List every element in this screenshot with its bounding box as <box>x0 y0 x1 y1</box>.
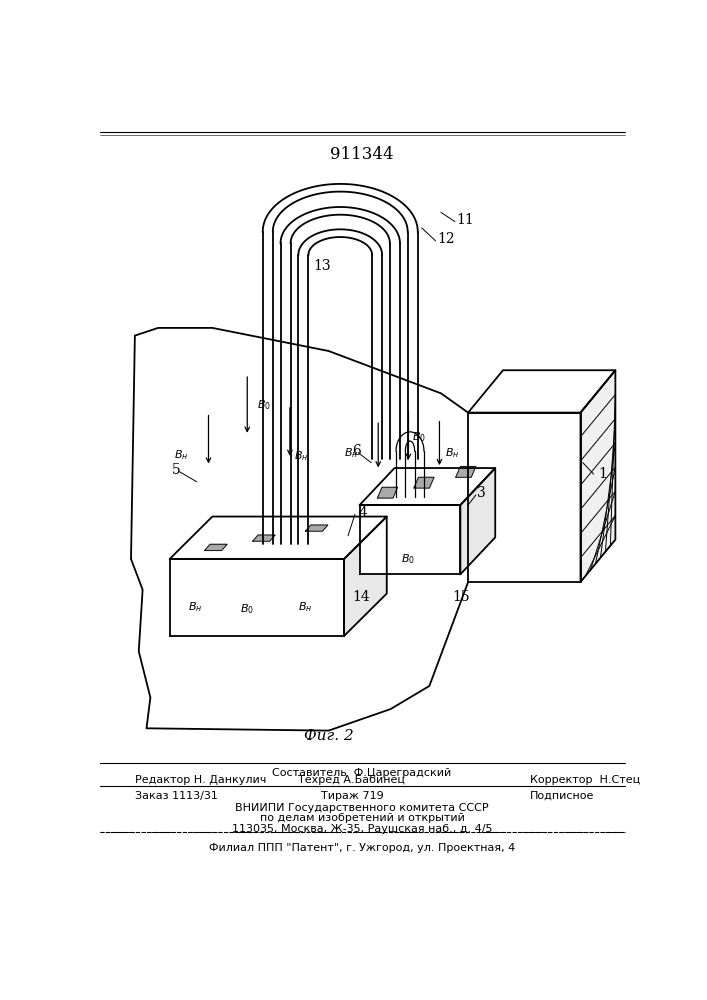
Text: 14: 14 <box>352 590 370 604</box>
Polygon shape <box>580 370 615 582</box>
Text: по делам изобретений и открытий: по делам изобретений и открытий <box>259 813 464 823</box>
Polygon shape <box>460 468 495 574</box>
Polygon shape <box>378 487 397 498</box>
Polygon shape <box>344 517 387 636</box>
Text: ВНИИПИ Государственного комитета СССР: ВНИИПИ Государственного комитета СССР <box>235 803 489 813</box>
Text: $B_н$: $B_н$ <box>174 448 188 462</box>
Text: 3: 3 <box>477 486 486 500</box>
Polygon shape <box>456 466 476 477</box>
Polygon shape <box>360 505 460 574</box>
Text: Подписное: Подписное <box>530 791 595 801</box>
Text: $B_н$: $B_н$ <box>293 450 308 463</box>
Text: $B_0$: $B_0$ <box>412 430 426 444</box>
Polygon shape <box>170 517 387 559</box>
Polygon shape <box>360 468 495 505</box>
Text: 113035, Москва, Ж-35, Раушская наб., д. 4/5: 113035, Москва, Ж-35, Раушская наб., д. … <box>232 824 492 834</box>
Text: Фиг. 2: Фиг. 2 <box>304 729 354 743</box>
Polygon shape <box>305 525 328 531</box>
Text: Заказ 1113/31: Заказ 1113/31 <box>135 791 218 801</box>
Text: 4: 4 <box>358 506 367 520</box>
Polygon shape <box>204 544 227 550</box>
Text: 911344: 911344 <box>330 146 394 163</box>
Text: $B_0$: $B_0$ <box>402 552 416 566</box>
Polygon shape <box>414 477 434 488</box>
Text: $B_н$: $B_н$ <box>298 600 312 614</box>
Text: Составитель  Ф.Цареградский: Составитель Ф.Цареградский <box>272 768 452 778</box>
Text: Тираж 719: Тираж 719 <box>321 791 384 801</box>
Text: 12: 12 <box>437 232 455 246</box>
Text: 6: 6 <box>352 444 361 458</box>
Text: 1: 1 <box>598 467 607 481</box>
Text: $B_н$: $B_н$ <box>344 446 358 460</box>
Text: 15: 15 <box>452 590 470 604</box>
Polygon shape <box>468 370 615 413</box>
Text: Редактор Н. Данкулич: Редактор Н. Данкулич <box>135 775 267 785</box>
Text: Техред А.Бабинец: Техред А.Бабинец <box>298 775 404 785</box>
Polygon shape <box>170 559 344 636</box>
Text: 13: 13 <box>313 259 331 273</box>
Text: $B_н$: $B_н$ <box>445 446 460 460</box>
Text: $B_н$: $B_н$ <box>188 600 202 614</box>
Text: Корректор  Н.Стец: Корректор Н.Стец <box>530 775 641 785</box>
Text: 5: 5 <box>172 463 181 477</box>
Polygon shape <box>252 535 275 541</box>
Text: $B_0$: $B_0$ <box>257 398 271 412</box>
Text: $B_0$: $B_0$ <box>240 602 255 616</box>
Text: 11: 11 <box>457 213 474 227</box>
Polygon shape <box>468 413 580 582</box>
Text: Филиал ППП "Патент", г. Ужгород, ул. Проектная, 4: Филиал ППП "Патент", г. Ужгород, ул. Про… <box>209 843 515 853</box>
